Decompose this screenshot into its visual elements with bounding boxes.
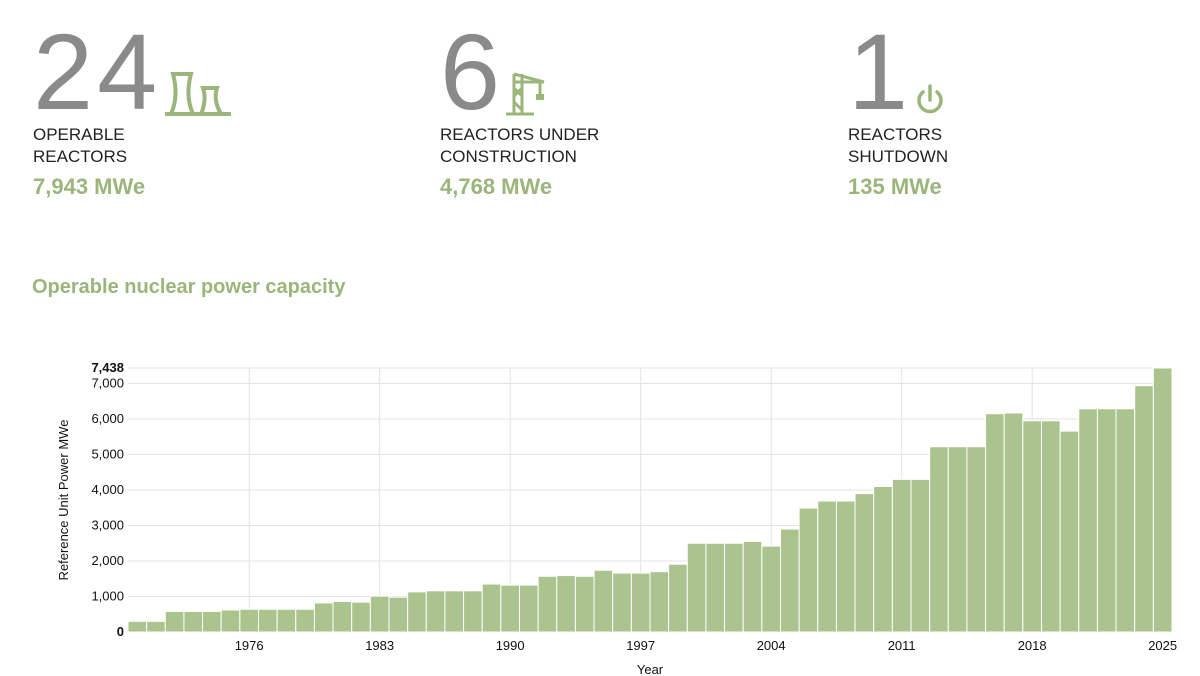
stat-number: 24 bbox=[33, 11, 162, 132]
bar bbox=[1022, 420, 1042, 633]
bar bbox=[761, 545, 781, 633]
bar bbox=[985, 413, 1005, 633]
bar bbox=[351, 601, 371, 633]
bar bbox=[444, 590, 465, 633]
bar bbox=[929, 446, 949, 633]
bar bbox=[1152, 367, 1173, 633]
x-tick-label: 1983 bbox=[365, 638, 394, 653]
bar bbox=[1078, 408, 1098, 633]
bar bbox=[183, 610, 204, 633]
bar bbox=[686, 542, 707, 633]
stat-capacity: 135 MWe bbox=[848, 174, 942, 199]
y-tick-label: 5,000 bbox=[91, 447, 124, 462]
y-tick-label: 2,000 bbox=[91, 553, 124, 568]
x-axis-label: Year bbox=[637, 662, 664, 676]
x-tick-label: 1997 bbox=[626, 638, 655, 653]
bar bbox=[556, 575, 576, 633]
x-tick-label: 1976 bbox=[235, 638, 264, 653]
y-tick-label: 1,000 bbox=[91, 589, 124, 604]
crane-icon bbox=[506, 72, 545, 116]
bar bbox=[854, 493, 875, 633]
bar bbox=[239, 608, 260, 633]
bar bbox=[463, 590, 483, 633]
chart-title: Operable nuclear power capacity bbox=[32, 276, 346, 298]
bar bbox=[817, 500, 837, 633]
bar bbox=[947, 446, 968, 633]
bar bbox=[910, 478, 931, 633]
y-tick-label: 7,000 bbox=[91, 376, 124, 391]
x-tick-label: 2018 bbox=[1018, 638, 1047, 653]
bar bbox=[780, 528, 800, 633]
stat-shutdown: 1 REACTORS SHUTDOWN 135 MWe bbox=[848, 11, 1148, 200]
y-tick-label: 6,000 bbox=[91, 411, 124, 426]
stat-operable: 24 OPERABLE REACTORS 7,943 MWe bbox=[33, 11, 333, 200]
y-axis-label: Reference Unit Power MWe bbox=[56, 420, 71, 581]
bar bbox=[835, 500, 856, 633]
bar bbox=[425, 590, 446, 633]
x-tick-label: 1990 bbox=[496, 638, 525, 653]
bar bbox=[407, 591, 427, 633]
stat-label: REACTORS SHUTDOWN bbox=[848, 125, 949, 166]
x-tick-label: 2011 bbox=[888, 638, 916, 653]
bar bbox=[1096, 408, 1117, 633]
bar bbox=[1059, 430, 1080, 633]
bar bbox=[164, 610, 185, 633]
bar bbox=[537, 575, 558, 633]
bar bbox=[500, 584, 521, 633]
bar bbox=[220, 609, 241, 633]
bar bbox=[1041, 420, 1061, 633]
bar bbox=[332, 600, 353, 633]
bar bbox=[481, 583, 502, 633]
y-tick-label: 7,438 bbox=[91, 360, 124, 375]
bar bbox=[258, 608, 278, 633]
bar bbox=[724, 542, 744, 633]
bar bbox=[295, 608, 315, 633]
bar bbox=[369, 595, 390, 633]
bar bbox=[742, 540, 763, 633]
stat-number: 6 bbox=[440, 11, 505, 132]
bar bbox=[798, 507, 819, 633]
bar bbox=[1134, 385, 1154, 633]
x-tick-label: 2025 bbox=[1148, 638, 1177, 653]
bar bbox=[873, 485, 893, 633]
stat-label: REACTORS UNDER CONSTRUCTION bbox=[440, 125, 600, 166]
y-tick-label: 0 bbox=[117, 624, 124, 639]
bar bbox=[966, 446, 987, 633]
stat-construction: 6 REACTORS UNDER CONSTRUCTION 4,768 MWe bbox=[440, 11, 740, 200]
stat-label: OPERABLE REACTORS bbox=[33, 125, 128, 166]
bar bbox=[388, 596, 409, 633]
x-tick-label: 2004 bbox=[757, 638, 786, 653]
bar bbox=[146, 620, 166, 633]
bar bbox=[1115, 408, 1136, 633]
cooling-tower-icon bbox=[165, 72, 232, 116]
bar bbox=[313, 602, 334, 633]
stat-number: 1 bbox=[848, 11, 913, 132]
bar bbox=[574, 575, 595, 633]
stat-capacity: 4,768 MWe bbox=[440, 174, 553, 199]
bar bbox=[630, 572, 651, 633]
bar bbox=[1003, 412, 1024, 633]
bar bbox=[519, 584, 539, 633]
bar bbox=[127, 620, 148, 633]
bar bbox=[668, 563, 688, 633]
y-tick-label: 3,000 bbox=[91, 518, 124, 533]
power-icon bbox=[917, 84, 943, 114]
bar bbox=[891, 478, 912, 633]
bar bbox=[593, 569, 614, 633]
bar bbox=[202, 610, 222, 633]
bar bbox=[705, 542, 726, 633]
bar bbox=[649, 571, 670, 633]
bar bbox=[612, 572, 632, 633]
bar bbox=[276, 608, 297, 633]
stat-capacity: 7,943 MWe bbox=[33, 174, 146, 199]
y-tick-label: 4,000 bbox=[91, 482, 124, 497]
